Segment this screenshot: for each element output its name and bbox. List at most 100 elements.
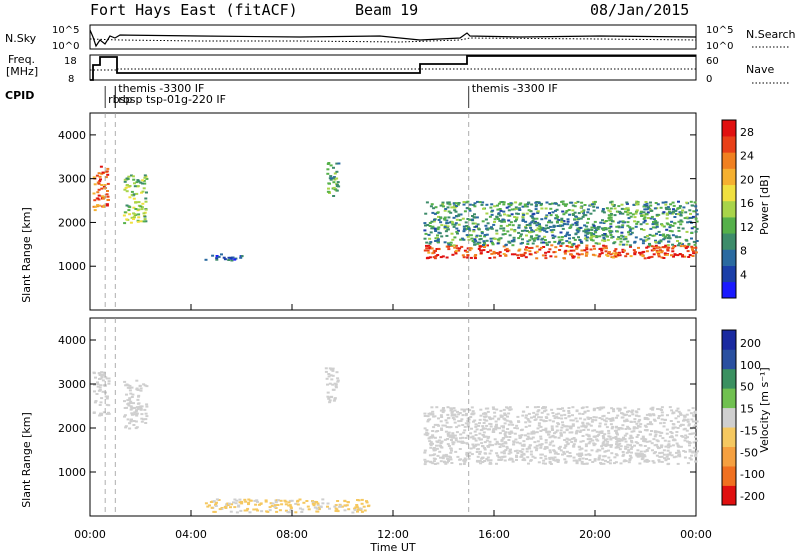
velocity-cell <box>528 444 532 447</box>
power-cell <box>490 227 494 230</box>
power-cell <box>446 225 450 228</box>
power-cell <box>650 255 654 258</box>
velocity-ytick-label: 3000 <box>58 378 86 391</box>
velocity-cell <box>507 452 511 455</box>
velocity-cell <box>568 438 572 441</box>
velocity-cell <box>535 449 538 452</box>
velocity-cell <box>677 410 681 413</box>
velocity-cell <box>581 435 585 437</box>
velocity-cell <box>612 410 616 413</box>
power-cell <box>545 230 549 233</box>
power-cell <box>571 244 575 247</box>
power-cell <box>446 202 450 205</box>
velocity-cell <box>578 412 582 415</box>
power-cell <box>662 257 666 259</box>
velocity-cell <box>529 459 533 462</box>
power-cell <box>143 182 147 185</box>
velocity-cell <box>689 412 693 415</box>
power-cell <box>437 215 440 218</box>
velocity-cell <box>92 412 96 414</box>
velocity-cell <box>501 429 505 432</box>
velocity-xtick-label: 12:00 <box>377 528 409 541</box>
power-cell <box>688 254 692 256</box>
power-cell <box>498 251 502 254</box>
velocity-cell <box>300 511 304 513</box>
velocity-cell <box>102 411 106 414</box>
power-cell <box>567 245 571 248</box>
power-cell <box>106 182 110 185</box>
velocity-xtick-label: 04:00 <box>175 528 207 541</box>
velocity-cell <box>425 434 429 437</box>
velocity-cell <box>624 428 628 430</box>
velocity-cell <box>660 406 664 409</box>
power-cell <box>667 208 671 211</box>
power-cell <box>106 167 110 170</box>
power-cell <box>571 209 575 212</box>
velocity-cell <box>478 438 482 441</box>
cpid-event-label: themis -3300 IF <box>472 82 558 95</box>
velocity-cell <box>463 408 467 411</box>
velocity-cell <box>681 435 685 438</box>
velocity-colorbar-swatch <box>722 466 736 486</box>
power-cell <box>484 218 488 221</box>
velocity-cell <box>577 445 581 448</box>
power-cell <box>678 213 682 216</box>
velocity-cell <box>328 367 332 370</box>
velocity-cell <box>474 439 478 442</box>
power-cell <box>436 254 440 256</box>
power-cell <box>609 201 613 204</box>
power-cell <box>427 251 431 254</box>
power-cell <box>536 221 540 224</box>
power-ytick-label: 4000 <box>58 129 86 142</box>
power-cell <box>628 230 632 232</box>
velocity-cell <box>492 431 496 433</box>
velocity-cell <box>654 433 658 436</box>
velocity-cell <box>633 420 637 423</box>
velocity-cell <box>124 425 128 428</box>
velocity-cell <box>488 444 492 447</box>
velocity-cell <box>321 502 325 505</box>
power-cell <box>582 211 585 214</box>
power-colorbar-tick: 4 <box>740 268 747 281</box>
velocity-cell <box>481 456 485 459</box>
power-cell <box>337 162 341 165</box>
power-cell <box>636 220 640 223</box>
velocity-cell <box>692 432 696 435</box>
velocity-cell <box>585 422 589 425</box>
power-cell <box>690 237 693 240</box>
power-cell <box>592 245 596 248</box>
power-cell <box>465 225 469 227</box>
velocity-cell <box>469 447 473 450</box>
velocity-cell <box>508 458 511 461</box>
power-cell <box>664 206 668 209</box>
velocity-cell <box>540 453 544 456</box>
velocity-cell <box>353 508 357 511</box>
power-cell <box>496 208 500 211</box>
velocity-cell <box>356 508 360 511</box>
velocity-cell <box>605 426 609 429</box>
power-cell <box>504 254 508 257</box>
velocity-colorbar-swatch <box>722 407 736 428</box>
velocity-cell <box>574 432 578 435</box>
velocity-cell <box>617 446 621 449</box>
velocity-cell <box>134 427 138 430</box>
velocity-cell <box>694 439 698 442</box>
power-cell <box>92 192 96 195</box>
velocity-cell <box>480 429 484 431</box>
velocity-cell <box>570 437 574 440</box>
power-cell <box>332 166 335 169</box>
velocity-cell <box>676 462 680 465</box>
velocity-cell <box>656 445 660 448</box>
power-cell <box>561 200 565 203</box>
velocity-cell <box>682 418 686 421</box>
velocity-cell <box>679 423 683 426</box>
velocity-cell <box>587 418 591 420</box>
noise-right-tick-bottom: 10^0 <box>706 41 733 52</box>
power-cell <box>326 168 330 171</box>
power-cell <box>132 193 136 196</box>
velocity-cell <box>360 510 364 513</box>
velocity-cell <box>694 455 698 458</box>
power-cell <box>593 230 597 233</box>
power-cell <box>610 203 614 206</box>
velocity-cell <box>578 459 582 462</box>
